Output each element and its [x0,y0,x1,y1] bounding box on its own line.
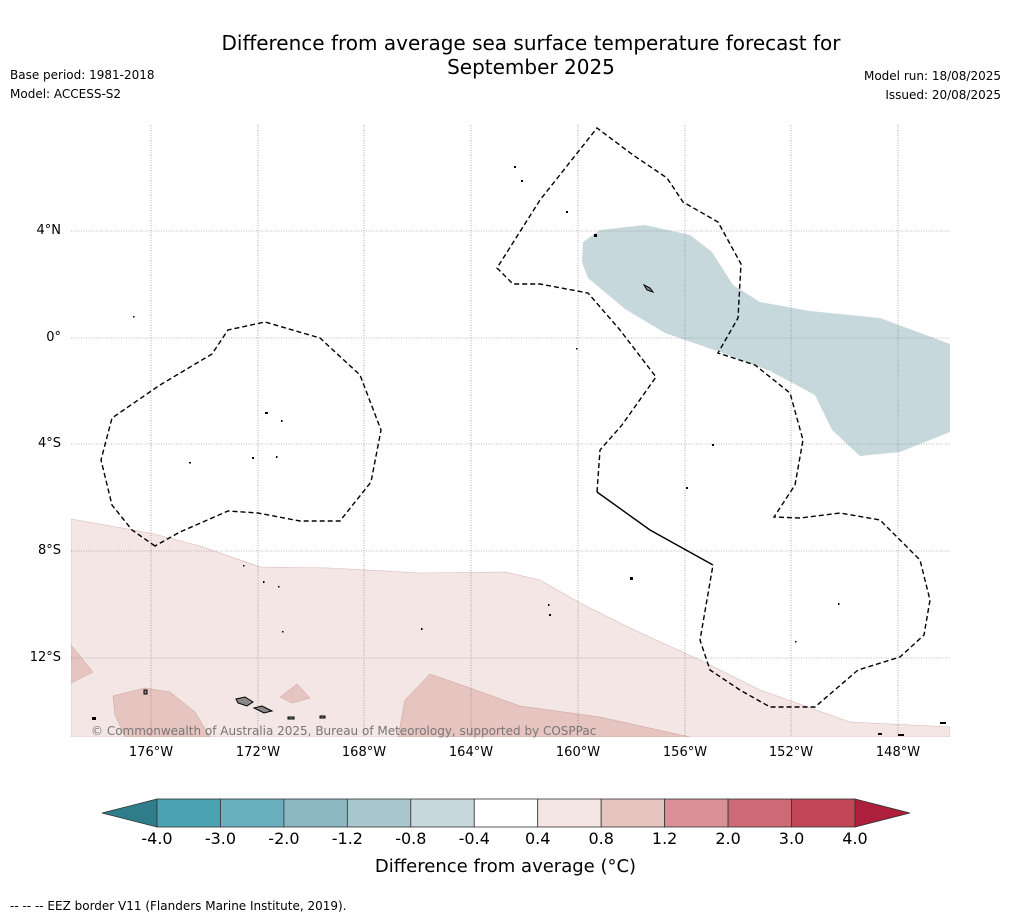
colorbar-tick-label: 3.0 [778,829,805,848]
colorbar-tick-label: 0.8 [588,829,614,848]
copyright-text: © Commonwealth of Australia 2025, Bureau… [91,724,597,738]
lon-label-168w: 168°W [341,745,387,760]
colorbar-tick-label: 4.0 [842,829,868,848]
base-period-text: Base period: 1981-2018 [10,68,155,82]
island-manua [319,715,326,719]
lon-label-156w: 156°W [662,745,708,760]
chart-title: Difference from average sea surface temp… [0,31,1011,79]
colorbar-cell [473,798,539,828]
eez-border-solid-segment [596,491,714,566]
island-savaii [235,696,254,707]
colorbar-cell [346,798,412,828]
colorbar-tick-label: -0.4 [458,829,490,848]
metadata-right: Model run: 18/08/2025 Issued: 20/08/2025 [864,67,1001,105]
lon-label-172w: 172°W [235,745,281,760]
lon-label-152w: 152°W [768,745,814,760]
island-kiritimati [642,283,655,293]
islands [143,283,655,720]
title-line-2: September 2025 [447,55,615,79]
warm-anomaly-region [71,518,950,737]
colorbar-tick-label: -3.0 [204,829,237,848]
colorbar-under-arrow [101,798,158,828]
lat-label-8s: 8°S [37,543,61,558]
colorbar-cell [727,798,792,828]
small-islands [92,166,946,736]
colorbar-cell [600,798,666,828]
colorbar-cell [664,798,729,828]
warm-anomaly-patch [279,683,311,704]
issued-text: Issued: 20/08/2025 [885,88,1001,102]
cool-anomaly-region [582,225,950,456]
eez-border-kiribati-line [496,127,931,708]
colorbar-label: Difference from average (°C) [374,856,637,877]
lat-label-12s: 12°S [29,650,61,665]
colorbar-tick-label: 0.4 [524,829,551,848]
lon-label-164w: 164°W [448,745,494,760]
colorbar-cell [283,798,348,828]
colorbar-tick-label: -4.0 [141,829,173,848]
lon-label-148w: 148°W [875,745,921,760]
warm-anomaly-patch [112,687,211,737]
colorbar-cell [410,798,475,828]
model-text: Model: ACCESS-S2 [10,87,122,101]
map-layers [71,125,950,737]
title-line-1: Difference from average sea surface temp… [221,31,841,55]
eez-footnote: -- -- -- EEZ border V11 (Flanders Marine… [10,899,347,913]
island-tutuila [287,716,295,720]
colorbar-cells [156,798,856,828]
colorbar-cell [537,798,602,828]
lat-label-equator: 0° [46,330,61,345]
model-run-text: Model run: 18/08/2025 [863,69,1001,83]
island-wallis [143,689,148,695]
island-upolu [252,705,274,714]
colorbar-cell [220,798,285,828]
colorbar-cell [156,798,221,828]
colorbar-over-arrow [854,798,911,828]
lon-label-176w: 176°W [128,745,174,760]
colorbar-tick-label: -1.2 [331,829,363,848]
warm-anomaly-patch [71,644,94,684]
eez-borders [100,127,931,708]
colorbar-tick-label: 1.2 [651,829,678,848]
warm-anomaly-patch [397,673,691,737]
colorbar-cell [791,798,856,828]
lon-label-160w: 160°W [555,745,601,760]
eez-border-tokelau [100,321,382,547]
metadata-left: Base period: 1981-2018 Model: ACCESS-S2 [10,66,155,104]
colorbar-tick-label: -0.8 [395,829,427,848]
colorbar-tick-label: -2.0 [268,829,300,848]
colorbar-tick-label: 2.0 [715,829,741,848]
lat-label-4s: 4°S [37,436,61,451]
gridlines [71,125,950,737]
lat-label-4n: 4°N [36,223,62,238]
